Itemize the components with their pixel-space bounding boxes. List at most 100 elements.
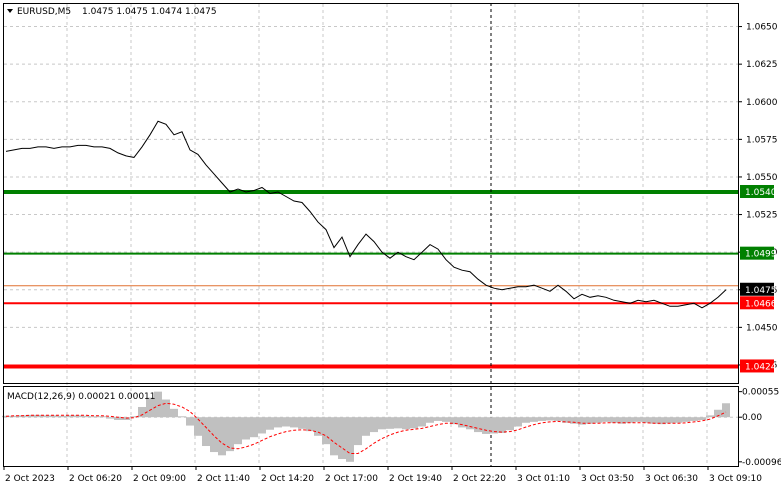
macd-bar [194, 417, 202, 436]
macd-bar [226, 417, 234, 452]
price-series [5, 120, 727, 309]
macd-bar [490, 417, 498, 434]
macd-bar [266, 417, 274, 430]
macd-bar [426, 417, 434, 423]
current-price-tag-bg [740, 282, 774, 296]
macd-bar [282, 417, 290, 427]
macd-bar [58, 415, 66, 418]
macd-bar [498, 417, 506, 434]
macd-bar [538, 417, 546, 421]
macd-bar [210, 417, 218, 453]
macd-bar [450, 417, 458, 425]
macd-bar [98, 416, 106, 418]
macd-bar [346, 417, 354, 462]
level-tag-label: 1.0499 [745, 250, 777, 260]
macd-bar [74, 415, 82, 418]
macd-bar [154, 391, 162, 418]
macd-bar [434, 417, 442, 421]
macd-bar [674, 417, 682, 423]
level-tag-bg [740, 184, 774, 198]
chart-header: EURUSD,M5 1.0475 1.0475 1.0474 1.0475 [7, 7, 217, 17]
price-tick-label: 1.0625 [746, 60, 778, 70]
current-price-tag-label: 1.0475 [745, 286, 777, 296]
macd-bar [402, 417, 410, 430]
macd-bar [66, 415, 74, 418]
macd-bar [394, 417, 402, 429]
macd-bar [170, 408, 178, 418]
macd-bar [330, 417, 338, 456]
macd-bar [242, 417, 250, 440]
macd-bar [602, 417, 610, 422]
time-tick-label: 2 Oct 06:20 [69, 474, 122, 484]
time-tick-label: 2 Oct 17:00 [325, 474, 378, 484]
macd-bar [386, 417, 394, 429]
macd-label: MACD(12,26,9) 0.00021 0.00011 [7, 392, 156, 402]
macd-bar [2, 415, 10, 418]
level-tag-label: 1.0424 [745, 362, 777, 372]
macd-bar [218, 417, 226, 456]
macd-bar [570, 417, 578, 424]
macd-bar [370, 417, 378, 433]
macd-bar [722, 403, 730, 418]
price-tick-label: 1.0550 [746, 173, 778, 183]
macd-bar [506, 417, 514, 431]
time-tick-label: 2 Oct 22:20 [453, 474, 506, 484]
macd-bar [258, 417, 266, 434]
macd-bar [530, 417, 538, 422]
macd-bar [698, 417, 706, 420]
macd-bar [562, 417, 570, 423]
level-tag-label: 1.0540 [745, 188, 777, 198]
macd-bar [50, 415, 58, 418]
macd-bar [554, 417, 562, 421]
level-tag-bg [740, 296, 774, 310]
macd-indicator[interactable] [2, 391, 730, 462]
macd-axis: 0.00055 0.00 -0.00096 [738, 388, 781, 468]
ohlc-values: 1.0475 1.0475 1.0474 1.0475 [82, 7, 217, 17]
macd-bar [522, 417, 530, 423]
macd-bar [82, 415, 90, 418]
macd-bar [362, 417, 370, 436]
macd-tick-label: 0.00055 [742, 388, 779, 398]
macd-bar [186, 417, 194, 426]
macd-bar [26, 414, 34, 418]
macd-bar [146, 397, 154, 418]
macd-bar [106, 417, 114, 419]
macd-bar [642, 417, 650, 423]
macd-bar [618, 417, 626, 424]
macd-bar [714, 409, 722, 418]
macd-bar [250, 417, 258, 438]
macd-bar [42, 415, 50, 418]
time-tick-label: 2 Oct 14:20 [261, 474, 314, 484]
macd-tick-label: -0.00096 [742, 458, 781, 468]
macd-bar [354, 417, 362, 446]
macd-bar [466, 417, 474, 430]
time-tick-label: 2 Oct 11:40 [197, 474, 250, 484]
level-lines[interactable] [4, 189, 738, 369]
main-pane-border [3, 3, 739, 384]
macd-tick-label: 0.00 [742, 413, 762, 423]
macd-bar [514, 417, 522, 427]
level-tag-bg [740, 246, 774, 260]
price-line [5, 120, 727, 309]
macd-bar [666, 417, 674, 424]
macd-bar [626, 417, 634, 423]
macd-signal-line [5, 402, 727, 454]
time-tick-label: 3 Oct 03:50 [581, 474, 634, 484]
macd-bar [482, 417, 490, 434]
macd-pane-border [3, 386, 739, 467]
time-tick-label: 2 Oct 2023 [5, 474, 55, 484]
macd-bar [610, 417, 618, 423]
macd-bar [178, 416, 186, 418]
macd-bar [658, 417, 666, 425]
macd-bar [90, 416, 98, 418]
macd-bar [650, 417, 658, 424]
macd-bar [34, 414, 42, 418]
macd-bar [682, 417, 690, 422]
level-tag-bg [740, 359, 774, 373]
macd-bar [410, 417, 418, 429]
macd-bar [458, 417, 466, 428]
price-tick-label: 1.0525 [746, 211, 778, 221]
time-axis: 2 Oct 2023 2 Oct 06:20 2 Oct 09:00 2 Oct 11… [3, 466, 762, 484]
dropdown-triangle-icon[interactable] [7, 9, 13, 13]
